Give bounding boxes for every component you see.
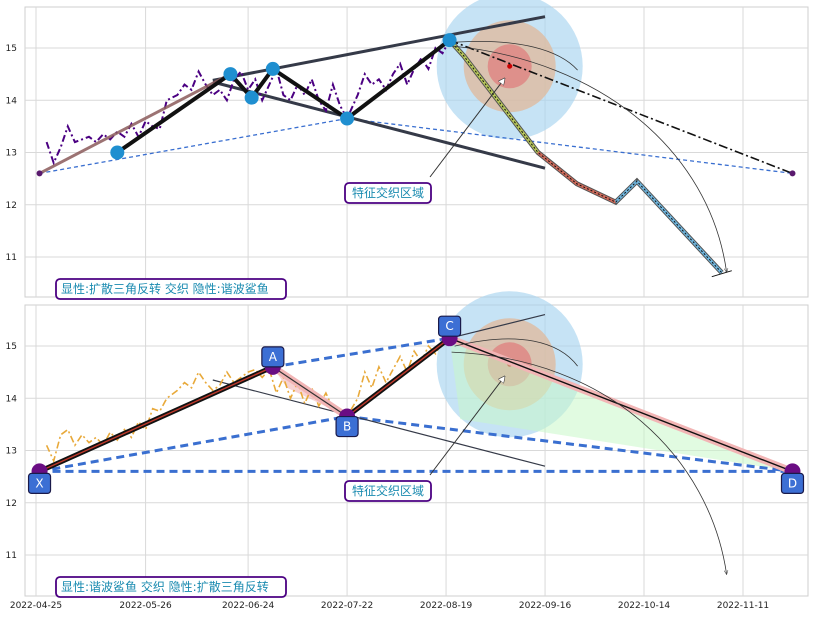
x-axis: 2022-04-25 2022-05-26 2022-06-24 2022-07-22… [10,601,769,611]
point-label-text: C [445,319,453,333]
projection-arc-small [455,41,578,71]
y-tick-label: 13 [6,447,17,457]
y-tick-label: 11 [6,551,17,561]
projection-arc [452,45,727,272]
zone-label-text: 特征交织区域 [352,483,424,498]
xabcd-leg [272,366,348,417]
upper-trendline [449,314,546,339]
zone-label-text: 特征交织区域 [352,185,424,200]
xabcd-leg-inner [39,366,274,473]
pattern-caption-box [55,278,287,300]
x-tick-label: 2022-04-25 [10,601,62,611]
point-label-text: X [35,476,43,490]
y-tick-label: 12 [6,499,17,509]
zone-label-arrow [429,78,505,178]
x-tick-label: 2022-05-26 [119,601,172,611]
point-label-text: D [788,476,797,490]
y-tick-label: 14 [6,394,18,404]
y-tick-label: 14 [6,96,18,106]
ac-dashed-line [272,336,450,369]
pattern-shadow-leg [38,72,232,175]
projection-arc [451,351,727,574]
x-tick-label: 2022-08-19 [420,601,473,611]
d-anchor-dot [789,170,796,177]
pattern-point-marker [223,67,238,82]
point-label-text: B [343,420,351,434]
projection-dashdot-line [449,39,793,175]
x-tick-label: 2022-06-24 [222,601,275,611]
projection-arc-small [454,338,578,367]
pattern-point-marker [265,61,280,76]
point-label-box [780,472,805,494]
x-anchor-dot [36,170,43,177]
pattern-zigzag [116,38,451,155]
pattern-caption-text: 显性:扩散三角反转 交织 隐性:谐波鲨鱼 [61,281,269,296]
point-label-box [261,346,285,368]
zone-label-arrow [429,376,505,476]
point-label-text: A [269,350,278,364]
pattern-point-marker [340,111,355,126]
lower-trendline [212,379,546,467]
pattern-point-marker [442,33,457,48]
xabcd-leg-inner [346,337,451,418]
x-tick-label: 2022-09-16 [519,601,572,611]
y-tick-label: 15 [6,342,17,352]
projection-end-tick [711,270,732,278]
pattern-caption-box [55,576,287,598]
point-label-box [437,315,462,337]
y-tick-label: 12 [6,201,17,211]
y-tick-label: 15 [6,44,17,54]
zone-label-box [344,480,432,502]
x-tick-label: 2022-07-22 [321,601,373,611]
price-series-line [45,337,450,464]
point-label-box [27,472,52,494]
projection-path-dotted [449,39,723,274]
y-tick-label: 13 [6,149,17,159]
target-zone-center-dot [507,63,513,69]
xabcd-leg-inner [449,337,793,473]
x-tick-label: 2022-10-14 [618,601,671,611]
lower-trendline [212,80,546,170]
pattern-caption-text: 显性:谐波鲨鱼 交织 隐性:扩散三角反转 [61,579,269,594]
y-tick-label: 11 [6,253,17,263]
pattern-point-marker [110,145,125,160]
x-tick-label: 2022-11-11 [717,601,769,611]
pattern-point-marker [244,90,259,105]
zone-label-box [344,182,432,204]
point-label-box [335,415,359,438]
pattern-baseline-dashed [39,117,793,175]
